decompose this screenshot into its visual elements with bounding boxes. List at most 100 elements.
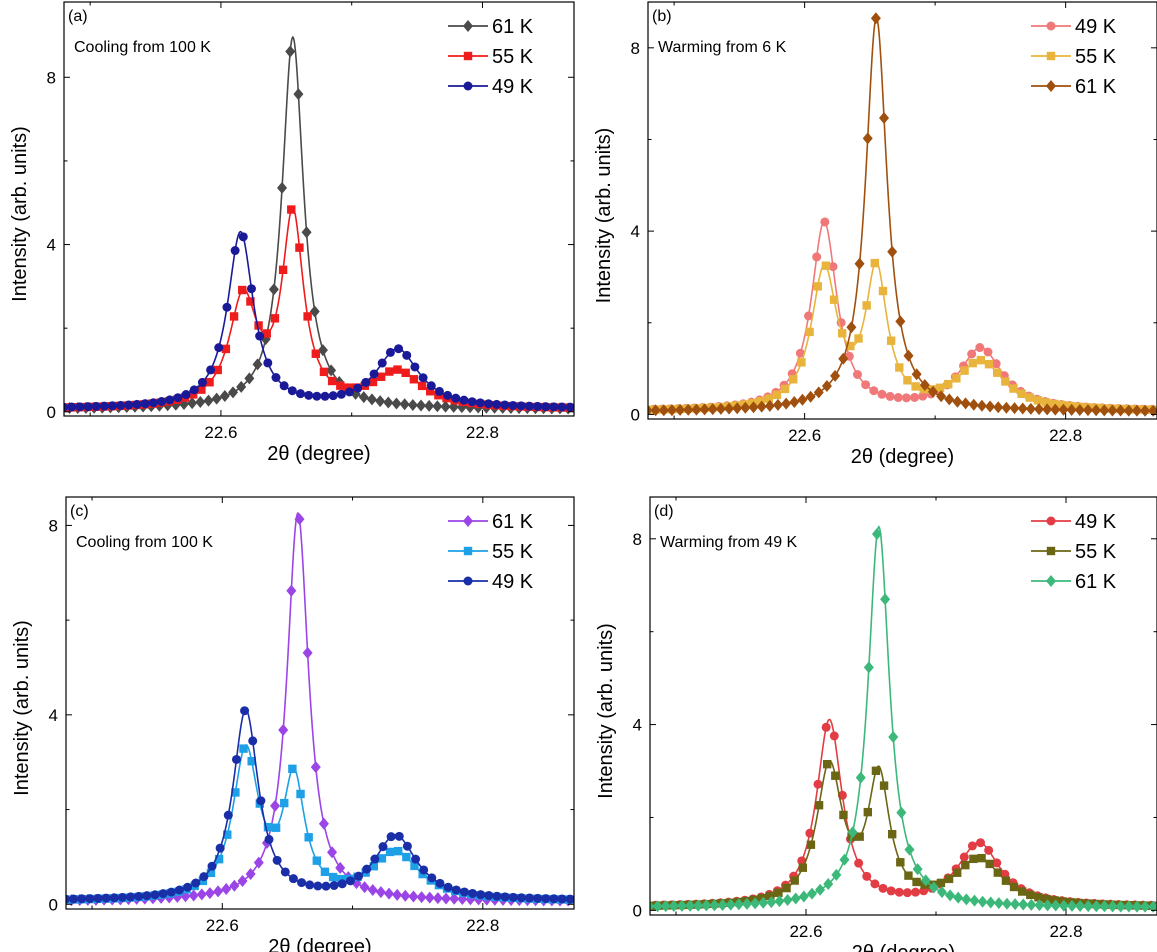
- data-point: [565, 402, 574, 412]
- data-point: [407, 398, 418, 411]
- data-point: [262, 329, 271, 338]
- data-point: [1018, 898, 1029, 911]
- legend: 61 K 55 K 49 K: [448, 16, 534, 98]
- data-point: [1017, 887, 1027, 896]
- data-point: [676, 899, 687, 912]
- data-point: [317, 344, 328, 357]
- data-point: [361, 377, 371, 387]
- data-point: [254, 321, 263, 330]
- data-point: [328, 872, 338, 882]
- data-point: [805, 390, 816, 403]
- data-point: [197, 385, 206, 394]
- data-point: [911, 887, 921, 897]
- data-point: [887, 245, 898, 258]
- data-point: [158, 889, 168, 899]
- data-point: [863, 807, 873, 817]
- data-point: [944, 379, 953, 389]
- legend-item: 55 K: [1031, 541, 1117, 563]
- data-point: [337, 879, 347, 889]
- data-point: [944, 393, 955, 406]
- data-point: [804, 311, 814, 321]
- data-point: [806, 887, 817, 900]
- data-point: [709, 899, 720, 912]
- legend-item: 61 K: [1031, 571, 1117, 593]
- data-point: [239, 744, 248, 753]
- data-point: [483, 399, 493, 409]
- data-point: [271, 373, 281, 383]
- y-axis-title: Intensity (arb. units): [595, 623, 617, 799]
- data-point: [183, 882, 193, 892]
- data-point: [854, 858, 864, 868]
- data-point: [358, 391, 369, 404]
- data-point: [303, 312, 312, 321]
- series-line: [64, 230, 574, 409]
- data-point: [1050, 896, 1059, 905]
- data-point: [701, 899, 712, 912]
- data-point: [969, 894, 980, 907]
- data-point: [392, 888, 403, 901]
- data-point: [126, 892, 136, 902]
- legend-marker: [463, 515, 473, 527]
- data-point: [174, 885, 184, 895]
- data-point: [264, 834, 274, 844]
- condition-annotation: Warming from 49 K: [660, 534, 798, 551]
- data-point: [408, 890, 419, 903]
- data-point: [366, 393, 377, 406]
- data-point: [93, 893, 103, 903]
- data-point: [993, 897, 1004, 910]
- data-point: [961, 893, 972, 906]
- data-point: [287, 205, 296, 214]
- data-point: [214, 854, 224, 864]
- data-point: [852, 369, 862, 379]
- data-point: [205, 378, 214, 387]
- data-point: [238, 232, 248, 242]
- data-point: [1050, 899, 1061, 912]
- data-point: [813, 386, 824, 399]
- data-point: [443, 882, 453, 892]
- data-point: [880, 593, 891, 606]
- data-point: [432, 892, 443, 905]
- data-point: [426, 387, 435, 396]
- data-point: [173, 393, 183, 403]
- data-point: [549, 402, 559, 412]
- data-point: [268, 283, 279, 296]
- data-point: [862, 871, 872, 881]
- data-point: [345, 876, 355, 886]
- data-point: [280, 867, 290, 877]
- plot-frame: [65, 496, 575, 910]
- data-point: [134, 891, 144, 901]
- data-point: [854, 257, 865, 270]
- data-point: [287, 386, 297, 396]
- data-point: [378, 842, 388, 852]
- data-point: [311, 349, 320, 358]
- data-point: [419, 865, 429, 875]
- data-point: [362, 864, 372, 874]
- data-point: [410, 861, 419, 871]
- data-point: [1075, 899, 1086, 912]
- data-point: [142, 891, 152, 901]
- data-point: [157, 397, 167, 407]
- y-axis-title: Intensity (arb. units): [11, 620, 33, 796]
- data-point: [304, 833, 313, 842]
- data-point: [329, 880, 339, 890]
- data-point: [1042, 403, 1053, 416]
- data-point: [1001, 897, 1012, 910]
- x-tick-label: 22.8: [1049, 922, 1082, 941]
- data-point: [424, 891, 435, 904]
- data-point: [508, 892, 518, 902]
- data-point: [337, 874, 346, 884]
- data-point: [263, 358, 273, 368]
- x-axis-title: 2θ (degree): [851, 446, 954, 468]
- data-point: [870, 12, 881, 25]
- data-point: [1026, 898, 1037, 911]
- data-point: [693, 899, 704, 912]
- data-point: [896, 858, 905, 867]
- data-point: [821, 380, 832, 393]
- data-point: [1050, 403, 1061, 416]
- data-point: [410, 362, 420, 372]
- data-point: [715, 402, 726, 415]
- data-point: [758, 896, 769, 909]
- plot-frame: [649, 496, 1157, 916]
- data-point: [237, 875, 248, 888]
- data-point: [861, 380, 871, 390]
